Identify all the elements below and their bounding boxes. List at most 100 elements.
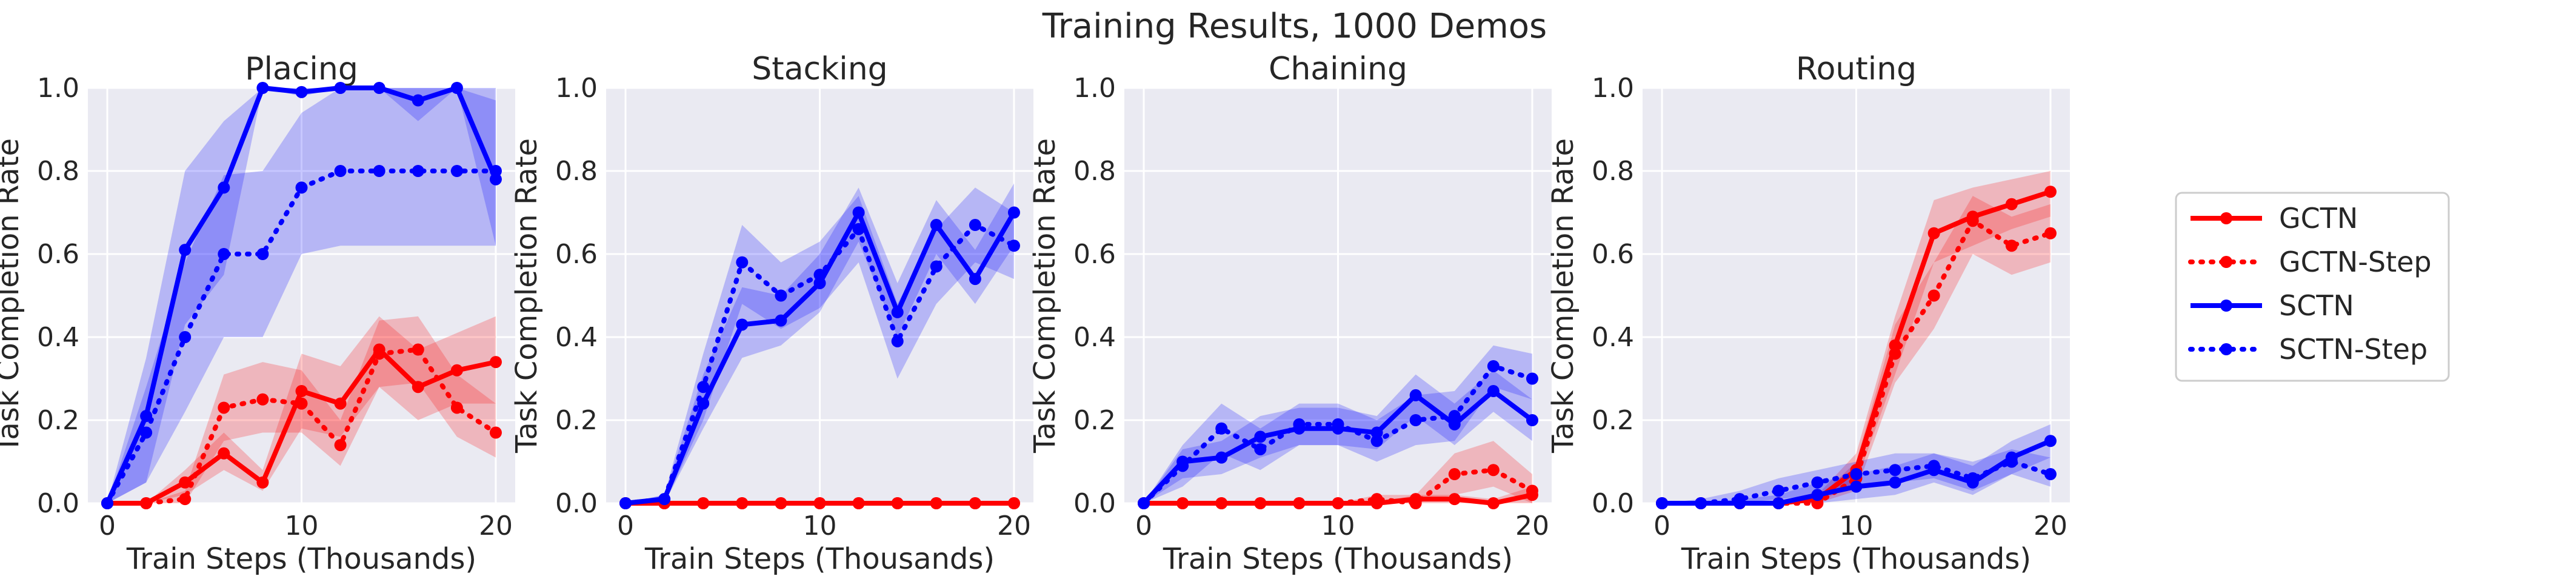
point-sctn — [334, 82, 347, 94]
point-sctn-step — [2005, 455, 2018, 468]
point-sctn — [891, 306, 904, 318]
point-sctn-step — [334, 165, 347, 177]
point-gctn-step — [1332, 497, 1344, 509]
y-tick-label: 1.0 — [1592, 73, 1634, 104]
y-tick-label: 1.0 — [555, 73, 598, 104]
point-sctn — [412, 94, 424, 107]
point-gctn-step — [218, 401, 230, 414]
x-tick-label: 20 — [2034, 511, 2067, 541]
point-gctn — [256, 476, 269, 489]
y-axis-label: Task Completion Rate — [1028, 138, 1062, 454]
x-tick-label: 0 — [617, 511, 634, 541]
point-sctn-step — [140, 426, 153, 439]
point-gctn-step — [179, 493, 192, 506]
point-sctn — [1889, 476, 1901, 489]
point-sctn-step — [295, 181, 308, 194]
point-sctn — [1772, 497, 1785, 509]
point-gctn-step — [1811, 497, 1824, 509]
y-axis-label: Task Completion Rate — [1546, 138, 1580, 454]
point-gctn — [1487, 497, 1500, 509]
y-tick-label: 0.4 — [1592, 322, 1634, 353]
x-axis-label: Train Steps (Thousands) — [1163, 542, 1513, 576]
y-tick-label: 0.0 — [555, 488, 598, 519]
point-sctn-step — [1487, 360, 1500, 372]
y-tick-label: 0.8 — [1592, 156, 1634, 187]
panel-stacking: 0.0 0.2 0.4 0.6 0.8 1.0 0 10 20 Stacking Train Ste… — [510, 51, 1033, 576]
point-sctn — [1811, 489, 1824, 501]
point-sctn-step — [489, 165, 502, 177]
point-sctn-step — [697, 381, 710, 393]
legend-marker — [2220, 212, 2232, 224]
point-sctn-step — [891, 335, 904, 347]
point-sctn-step — [256, 248, 269, 260]
y-tick-label: 0.4 — [37, 322, 79, 353]
point-gctn-step — [813, 497, 826, 509]
point-sctn-step — [1448, 410, 1461, 423]
point-sctn — [852, 206, 865, 219]
point-sctn — [1007, 206, 1020, 219]
point-sctn-step — [969, 219, 981, 232]
point-gctn-step — [1176, 497, 1189, 509]
point-sctn-step — [930, 260, 943, 273]
y-tick-label: 0.6 — [555, 239, 598, 270]
point-sctn-step — [1927, 460, 1940, 472]
point-sctn-step — [1332, 418, 1344, 430]
y-tick-label: 0.0 — [1592, 488, 1634, 519]
panel-chaining: 0.0 0.2 0.4 0.6 0.8 1.0 0 10 20 Chaining Train Ste… — [1028, 51, 1552, 576]
x-axis-label: Train Steps (Thousands) — [1681, 542, 2031, 576]
point-sctn — [813, 276, 826, 289]
x-tick-label: 10 — [285, 511, 319, 541]
point-sctn-step — [373, 165, 385, 177]
point-gctn-step — [334, 439, 347, 452]
point-gctn-step — [969, 497, 981, 509]
point-gctn-step — [2005, 239, 2018, 252]
point-sctn-step — [619, 497, 632, 509]
x-tick-label: 10 — [1840, 511, 1874, 541]
point-gctn-step — [450, 401, 463, 414]
y-tick-label: 0.2 — [1592, 405, 1634, 436]
point-sctn-step — [1656, 497, 1669, 509]
point-gctn-step — [1007, 497, 1020, 509]
point-sctn-step — [1889, 464, 1901, 477]
y-tick-label: 0.8 — [555, 156, 598, 187]
point-sctn — [1526, 414, 1538, 426]
point-gctn-step — [891, 497, 904, 509]
point-sctn-step — [218, 248, 230, 260]
point-sctn-step — [1293, 418, 1306, 430]
point-sctn — [1215, 451, 1228, 464]
point-gctn — [412, 381, 424, 393]
y-tick-label: 0.4 — [1073, 322, 1116, 353]
point-gctn — [2044, 186, 2057, 198]
point-sctn-step — [1526, 372, 1538, 385]
point-gctn — [295, 385, 308, 398]
point-gctn-step — [1927, 289, 1940, 302]
y-tick-label: 0.2 — [1073, 405, 1116, 436]
panel-title: Stacking — [752, 51, 887, 87]
point-sctn-step — [1733, 493, 1746, 506]
point-sctn — [218, 181, 230, 194]
point-gctn-step — [697, 497, 710, 509]
point-gctn-step — [1254, 497, 1267, 509]
point-sctn-step — [736, 256, 749, 269]
point-sctn-step — [1007, 239, 1020, 252]
y-tick-label: 0.8 — [37, 156, 79, 187]
y-tick-label: 0.6 — [1073, 239, 1116, 270]
point-gctn — [179, 476, 192, 489]
point-sctn-step — [852, 223, 865, 235]
x-tick-label: 0 — [1653, 511, 1670, 541]
point-sctn-step — [450, 165, 463, 177]
x-tick-label: 0 — [99, 511, 116, 541]
y-tick-label: 0.6 — [1592, 239, 1634, 270]
point-gctn-step — [489, 426, 502, 439]
legend-marker — [2220, 300, 2232, 312]
point-gctn-step — [1487, 464, 1500, 477]
point-gctn-step — [295, 397, 308, 410]
point-gctn-step — [1448, 468, 1461, 481]
y-tick-label: 0.0 — [37, 488, 79, 519]
y-tick-label: 0.0 — [1073, 488, 1116, 519]
point-sctn — [930, 219, 943, 232]
legend-box — [2175, 192, 2450, 382]
y-tick-label: 0.2 — [555, 405, 598, 436]
x-tick-label: 10 — [1321, 511, 1355, 541]
legend-label: SCTN-Step — [2279, 333, 2428, 366]
